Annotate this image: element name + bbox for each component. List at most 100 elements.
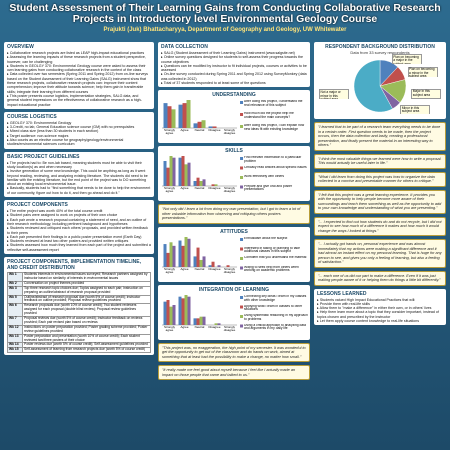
bar <box>184 294 188 325</box>
chart-title: SKILLS <box>225 148 243 154</box>
category-label-box: Agree <box>180 129 188 132</box>
chart: UNDERSTANDING Strongly agree Agree Neutral D… <box>158 90 310 144</box>
bar <box>181 298 185 325</box>
bullet-item: ▸ 3-Credit, no lab, General Education sc… <box>7 125 151 129</box>
section: COURSE LOGISTICS ▸ GEOLGY 370: Environmen… <box>4 111 154 149</box>
bullet-text: The entire project was worth 40% of the … <box>9 209 103 214</box>
bar <box>166 252 170 267</box>
right-column: RESPONDENT BACKGROUND DISTRIBUTION Data f… <box>314 42 446 447</box>
bar <box>169 156 173 187</box>
slice-label-box: Minor in this subject area <box>400 105 431 116</box>
week-cell: Wk 3 <box>7 285 23 296</box>
bullet-text: Students reviewed and critiqued each oth… <box>7 226 148 235</box>
bullet-item: ▸ Students valued High Impact Educationa… <box>317 298 443 302</box>
legend-label: Work effectively with others <box>244 175 285 179</box>
bullet-item: ▸ Questions can be modified by instructo… <box>161 64 307 73</box>
bar <box>182 103 187 129</box>
bullet: ▸ <box>161 55 164 60</box>
chart-title: UNDERSTANDING <box>212 92 256 98</box>
bullet: ▸ <box>317 318 320 323</box>
bar <box>214 184 218 187</box>
task-cell: Top three research topic choices due; To… <box>22 285 151 296</box>
category-label: Neutral <box>194 267 205 271</box>
bar <box>217 265 221 267</box>
legend-label-box: After doing this project, I can explain … <box>244 124 304 131</box>
category-label-box: Disagree <box>209 129 221 132</box>
bullet-text: Assessing the learning impacts of these … <box>7 55 146 64</box>
category-label: Strongly agree <box>163 267 175 274</box>
bullet-text: SALG (Student Assessment of their Learni… <box>163 51 295 55</box>
slice-label: Plan on becoming a major in the subject … <box>391 54 422 65</box>
bullet-text: Data collected over two semesters (Sprin… <box>7 72 148 94</box>
legend-label: Using systematic reasoning in my approac… <box>244 313 308 321</box>
section-heading: LESSONS LEARNED <box>317 290 367 297</box>
bullet-item: ▸ Data collected over two semesters (Spr… <box>7 72 151 93</box>
table-row: Wk 15 Self-assessment of learning from re… <box>7 347 151 354</box>
bullet-text: Questions can be modified by instructor … <box>161 63 307 73</box>
bullet: ▸ <box>7 217 10 222</box>
section: OVERVIEW ▸ Collaborative research project… <box>4 42 154 109</box>
legend-swatch <box>240 166 244 170</box>
bullet: ▸ <box>7 63 10 68</box>
legend-label-box: After doing this project, I understand t… <box>244 100 303 108</box>
category-label: Strongly disagree <box>223 267 236 274</box>
bullet: ▸ <box>161 51 164 55</box>
bar <box>199 259 203 267</box>
legend-label-box: Find relevant information to a particula… <box>244 156 301 163</box>
chart: ATTITUDES Strongly agree Agree Neutral Disag… <box>158 226 310 282</box>
section-heading: PROJECT COMPONENTS, IMPLEMENTATION TIMEL… <box>7 258 141 271</box>
bar <box>201 120 206 129</box>
bullet-item: ▸ GEOLGY 370: Environmental Geology <box>7 121 151 125</box>
legend-label-box: Confident that you understand the materi… <box>244 256 306 259</box>
category-label-box: Agree <box>180 187 188 190</box>
category-label: Strongly disagree <box>223 186 236 194</box>
section-heading: OVERVIEW <box>7 44 34 50</box>
bullet-item: ▸ Help them learn more about a topic tha… <box>317 310 443 319</box>
bullet-item: ▸ Each pair presented their findings in … <box>7 235 151 239</box>
category-label: Agree <box>180 325 189 329</box>
bullet-item: ▸ Students reviewed and critiqued each o… <box>7 226 151 235</box>
legend-swatch <box>240 256 244 260</box>
legend-label: After doing this project, I understand t… <box>244 100 303 108</box>
category-label: Agree <box>180 267 189 271</box>
category-label: Disagree <box>208 267 221 271</box>
chart: RESPONDENT BACKGROUND DISTRIBUTION Data f… <box>314 42 446 119</box>
bar <box>199 316 203 325</box>
bullet: ▸ <box>7 138 10 143</box>
category-label-box: Strongly disagree <box>223 267 236 274</box>
bullet-text: Student pairs were assigned to work on p… <box>9 213 118 218</box>
section: DATA COLLECTION ▸ SALG (Student Assessmen… <box>158 42 310 88</box>
slice-label: Plan on becoming a minor in the subject … <box>407 66 438 77</box>
bullet-item: ▸ Basically, students had to "find somet… <box>7 186 151 195</box>
bullet: ▸ <box>7 125 10 130</box>
bullet-text: Students reviewed at least two other pos… <box>9 239 129 244</box>
left-column: OVERVIEW ▸ Collaborative research project… <box>4 42 154 447</box>
bullet: ▸ <box>161 81 164 86</box>
bullet: ▸ <box>317 301 320 306</box>
bar <box>163 161 167 187</box>
bullet-item: ▸ Let them apply course content knowledg… <box>317 319 443 323</box>
task-cell: Self-assessment of learning from researc… <box>22 347 151 354</box>
bar <box>171 109 176 129</box>
legend-swatch <box>240 305 244 309</box>
bullet-item: ▸ Student pairs were assigned to work on… <box>7 213 151 217</box>
section-heading: COURSE LOGISTICS <box>7 113 57 120</box>
bullet-item: ▸ Students in GEOLGY 370: Environmental … <box>7 64 151 73</box>
legend-label: Critically read articles about specific … <box>244 165 307 169</box>
category-label-box: Strongly disagree <box>224 325 236 331</box>
bullet: ▸ <box>317 297 320 302</box>
category-label-box: Disagree <box>208 267 221 271</box>
bullet: ▸ <box>7 160 10 165</box>
category-label: Strongly agree <box>163 186 175 194</box>
chart-title: INTEGRATION OF LEARNING <box>199 287 269 293</box>
bar <box>202 316 206 325</box>
category-label-box: Disagree <box>209 325 221 328</box>
category-label: Neutral <box>194 128 205 132</box>
bar <box>212 126 217 129</box>
bullet-text: GEOLGY 370: Environmental Geology <box>9 120 72 125</box>
slice-label: Minor in this subject area <box>400 105 431 116</box>
task-cell: Research proposals due (worth 10% of cou… <box>22 303 151 318</box>
legend-label: How much did the project help me underst… <box>244 112 294 120</box>
bullet: ▸ <box>7 186 10 191</box>
